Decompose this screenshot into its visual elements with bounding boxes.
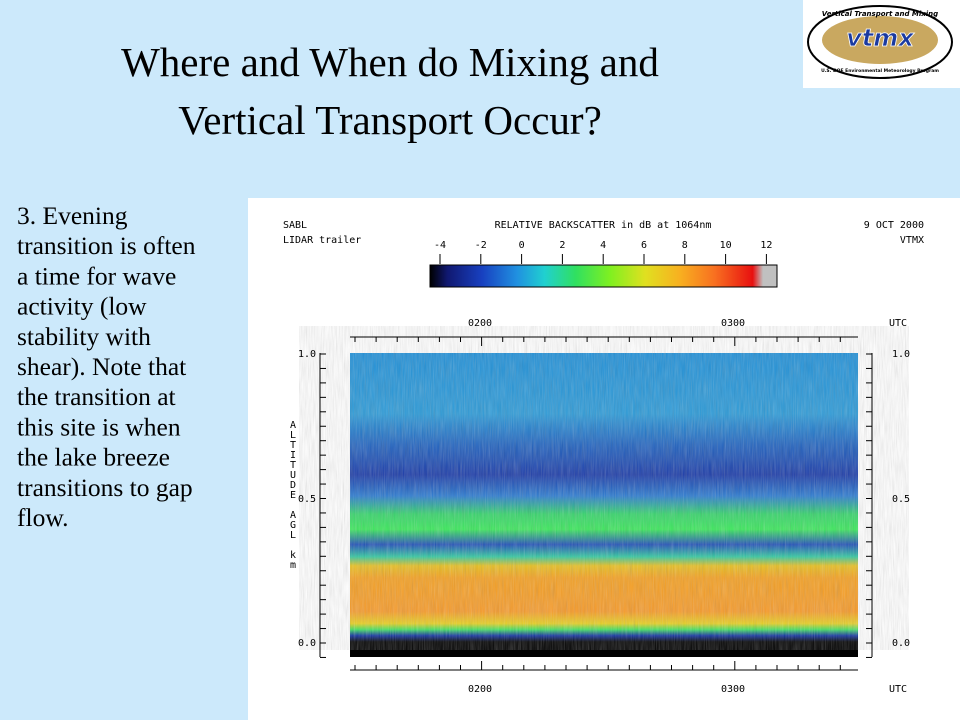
colorbar <box>429 264 778 288</box>
colorbar-tick-label: 10 <box>720 240 732 251</box>
body-line: the transition at <box>17 382 176 411</box>
altitude-tick-label: 1.0 <box>298 349 316 360</box>
figure-label: LIDAR trailer <box>283 235 361 246</box>
colorbar-tick-label: 12 <box>760 240 772 251</box>
time-tick-label: 0200 <box>468 318 492 329</box>
altitude-label: ALTITUDE AGL km <box>288 420 299 570</box>
body-line: activity (low <box>17 292 147 321</box>
colorbar-tick-label: 2 <box>559 240 565 251</box>
colorbar-tick-label: 0 <box>519 240 525 251</box>
time-unit: UTC <box>889 318 907 329</box>
colorbar-title: RELATIVE BACKSCATTER in dB at 1064nm <box>495 220 712 231</box>
colorbar-tick-label: 6 <box>641 240 647 251</box>
logo-bottom-text: U.S. DOE Environmental Meteorology Progr… <box>821 68 939 74</box>
title-line: Vertical Transport Occur? <box>178 97 602 143</box>
body-line: the lake breeze <box>17 443 170 472</box>
body-line: stability with <box>17 322 151 351</box>
time-tick-label: 0300 <box>721 318 745 329</box>
figure-label: 9 OCT 2000 <box>864 220 924 231</box>
body-line: flow. <box>17 503 68 532</box>
logo: Vertical Transport and Mixing vtmx U.S. … <box>803 0 960 88</box>
colorbar-tick-label: -2 <box>475 240 487 251</box>
time-tick-label: 0300 <box>721 684 745 695</box>
figure-label: VTMX <box>900 235 924 246</box>
title-line: Where and When do Mixing and <box>121 39 659 85</box>
altitude-tick-label: 0.5 <box>298 494 316 505</box>
altitude-tick-label: 1.0 <box>892 349 910 360</box>
logo-top-text: Vertical Transport and Mixing <box>822 10 938 18</box>
body-line: transition is often <box>17 231 196 260</box>
time-unit: UTC <box>889 684 907 695</box>
altitude-tick-label: 0.0 <box>298 638 316 649</box>
body-line: this site is when <box>17 412 181 441</box>
colorbar-tick-label: 4 <box>600 240 606 251</box>
logo-name: vtmx <box>846 24 915 52</box>
colorbar-tick-label: 8 <box>682 240 688 251</box>
body-line: 3. Evening <box>17 201 128 230</box>
colorbar-tick-label: -4 <box>434 240 446 251</box>
lidar-figure: SABL LIDAR trailer RELATIVE BACKSCATTER … <box>248 198 960 720</box>
figure-label: SABL <box>283 220 307 231</box>
body-line: transitions to gap <box>17 473 193 502</box>
body-line: a time for wave <box>17 261 176 290</box>
image-texture <box>350 353 858 623</box>
altitude-tick-label: 0.0 <box>892 638 910 649</box>
time-tick-label: 0200 <box>468 684 492 695</box>
altitude-tick-label: 0.5 <box>892 494 910 505</box>
body-line: shear). Note that <box>17 352 186 381</box>
